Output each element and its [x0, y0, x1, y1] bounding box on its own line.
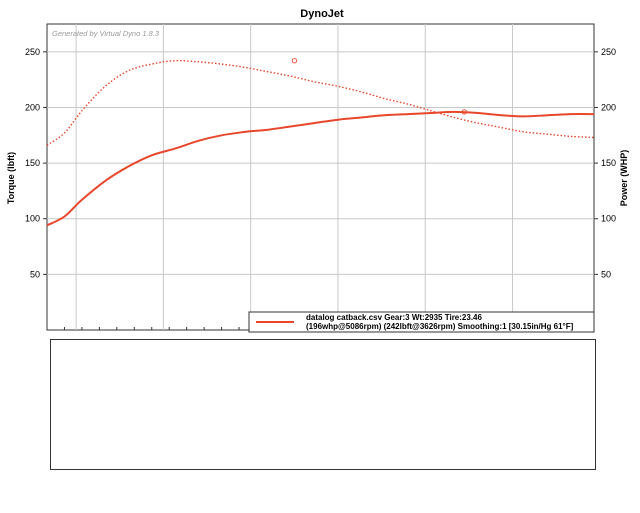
y-tick-label-right: 200	[601, 102, 616, 112]
watermark: Generated by Virtual Dyno 1.8.3	[52, 29, 160, 38]
y-tick-label-left: 150	[25, 158, 40, 168]
peak-marker	[461, 109, 467, 115]
peak-marker	[291, 58, 298, 64]
y-tick-label-right: 100	[601, 214, 616, 224]
x-gridlines	[75, 24, 514, 330]
y-tick-label-left: 50	[30, 269, 40, 279]
y-tick-label-left: 200	[25, 102, 40, 112]
y-gridlines	[47, 51, 594, 275]
right-axis-ticks: 50 100 150 200 250	[594, 47, 616, 279]
chart-title: DynoJet	[300, 8, 344, 20]
series-line-solid	[46, 110, 595, 227]
y-tick-label-right: 150	[601, 158, 616, 168]
y-tick-label-left: 250	[25, 47, 40, 57]
y-axis-left-label: Torque (lbft)	[6, 152, 16, 204]
left-axis-ticks: 50 100 150 200 250	[25, 47, 47, 279]
plot-area-frame	[46, 23, 595, 331]
legend: datalog catback.csv Gear:3 Wt:2935 Tire:…	[248, 311, 595, 333]
y-tick-label-right: 250	[601, 47, 616, 57]
legend-box	[248, 311, 595, 333]
y-axis-right-label: Power (WHP)	[619, 150, 629, 207]
y-tick-label-right: 50	[601, 269, 611, 279]
legend-line-2: (196whp@5086rpm) (242lbft@3626rpm) Smoot…	[306, 322, 574, 331]
y-tick-label-left: 100	[25, 214, 40, 224]
secondary-graph-panel	[50, 339, 596, 470]
series-layer	[46, 58, 595, 227]
legend-line-1: datalog catback.csv Gear:3 Wt:2935 Tire:…	[306, 313, 482, 322]
